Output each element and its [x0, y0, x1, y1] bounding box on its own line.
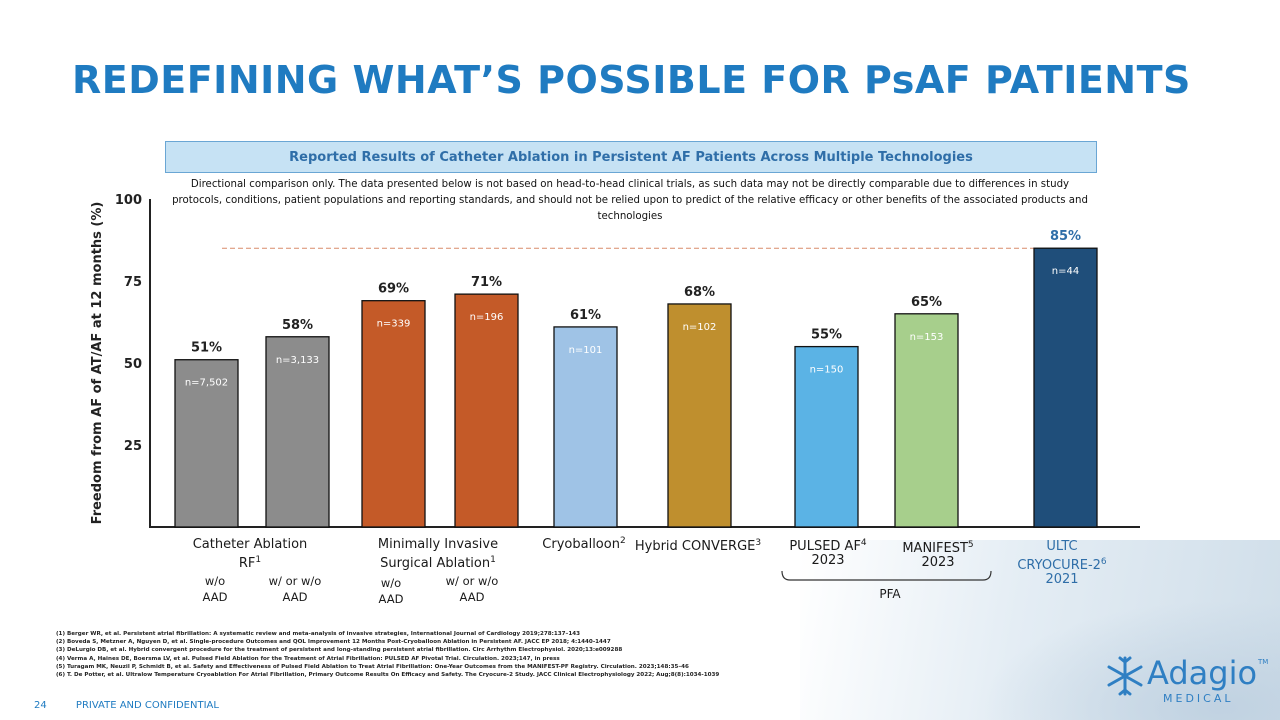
logo-wordmark: Adagio: [1147, 654, 1258, 692]
y-axis-label: Freedom from AF of AT/AF at 12 months (%…: [90, 202, 105, 525]
bar-n-label: n=101: [569, 345, 603, 356]
sub-label: w/o AAD: [203, 574, 228, 604]
y-tick-label: 100: [115, 193, 142, 208]
reference-3: (3) DeLurgio DB, et al. Hybrid convergen…: [56, 647, 623, 654]
bar: [553, 326, 618, 528]
bar: [894, 313, 959, 528]
bar: [174, 359, 239, 528]
references: (1) Berger WR, et al. Persistent atrial …: [56, 630, 876, 679]
bar-value-label: 55%: [811, 328, 842, 343]
y-tick-label: 50: [124, 357, 142, 372]
company-logo: Adagio TM MEDICAL: [1103, 652, 1273, 707]
bar: [454, 293, 519, 528]
category-label: Catheter Ablation RF1: [193, 537, 308, 571]
bar: [1033, 247, 1098, 528]
bar: [265, 336, 330, 528]
bar-value-label: 51%: [191, 341, 222, 356]
sub-label: w/o AAD: [379, 576, 404, 606]
bar-n-label: n=150: [810, 365, 844, 376]
reference-1: (1) Berger WR, et al. Persistent atrial …: [56, 631, 581, 637]
bar-value-label: 69%: [378, 282, 409, 297]
bar: [361, 300, 426, 528]
page-title: REDEFINING WHAT’S POSSIBLE FOR PsAF PATI…: [72, 58, 1191, 102]
bar-value-label: 68%: [684, 285, 715, 300]
chart-subtitle: Reported Results of Catheter Ablation in…: [289, 149, 973, 165]
logo-subtitle: MEDICAL: [1163, 692, 1234, 705]
bar-value-label: 65%: [911, 295, 942, 310]
y-tick-label: 75: [124, 275, 142, 290]
category-label: MANIFEST5 2023: [902, 540, 973, 570]
y-tick-label: 25: [124, 439, 142, 454]
category-label: Minimally Invasive Surgical Ablation1: [378, 537, 498, 571]
snowflake-icon: [1107, 656, 1143, 696]
sub-label: w/ or w/o AAD: [269, 574, 322, 604]
reference-5: (5) Turagam MK, Neuzil P, Schmidt B, et …: [56, 663, 689, 670]
category-label: PULSED AF4 2023: [789, 538, 867, 568]
bar-value-label: 61%: [570, 308, 601, 323]
reference-2: (2) Boveda S, Metzner A, Nguyen D, et al…: [56, 639, 611, 646]
bar-n-label: n=153: [910, 332, 944, 343]
logo-trademark: TM: [1258, 658, 1269, 666]
bar-value-label: 85%: [1050, 229, 1081, 244]
pfa-bracket-label: PFA: [879, 587, 901, 601]
category-label: Cryoballoon2: [542, 536, 625, 552]
bar-value-label: 71%: [471, 275, 502, 290]
bar-n-label: n=7,502: [185, 378, 228, 389]
category-label: Hybrid CONVERGE3: [635, 538, 761, 554]
reference-6: (6) T. De Potter, et al. Ultralow Temper…: [56, 672, 720, 679]
bar-n-label: n=339: [377, 319, 411, 330]
page-number: 24: [34, 700, 47, 711]
reference-4: (4) Verma A, Haines DE, Boersma LV, et a…: [56, 655, 560, 662]
background-frost-glow: [980, 600, 1280, 720]
confidential-label: PRIVATE AND CONFIDENTIAL: [75, 700, 219, 711]
bar-n-label: n=3,133: [276, 355, 319, 366]
pfa-bracket: [781, 570, 992, 581]
bar-n-label: n=44: [1052, 266, 1079, 277]
bar-n-label: n=196: [470, 312, 504, 323]
footer: 24 PRIVATE AND CONFIDENTIAL: [34, 700, 245, 711]
sub-label: w/ or w/o AAD: [446, 574, 499, 604]
disclaimer-text: Directional comparison only. The data pr…: [172, 179, 1088, 222]
bar-value-label: 58%: [282, 318, 313, 333]
category-label: ULTC CRYOCURE-26 2021: [1017, 539, 1107, 587]
chart-subtitle-box: Reported Results of Catheter Ablation in…: [165, 141, 1097, 173]
bar-n-label: n=102: [683, 322, 717, 333]
bar: [667, 303, 732, 528]
bar: [794, 345, 859, 528]
